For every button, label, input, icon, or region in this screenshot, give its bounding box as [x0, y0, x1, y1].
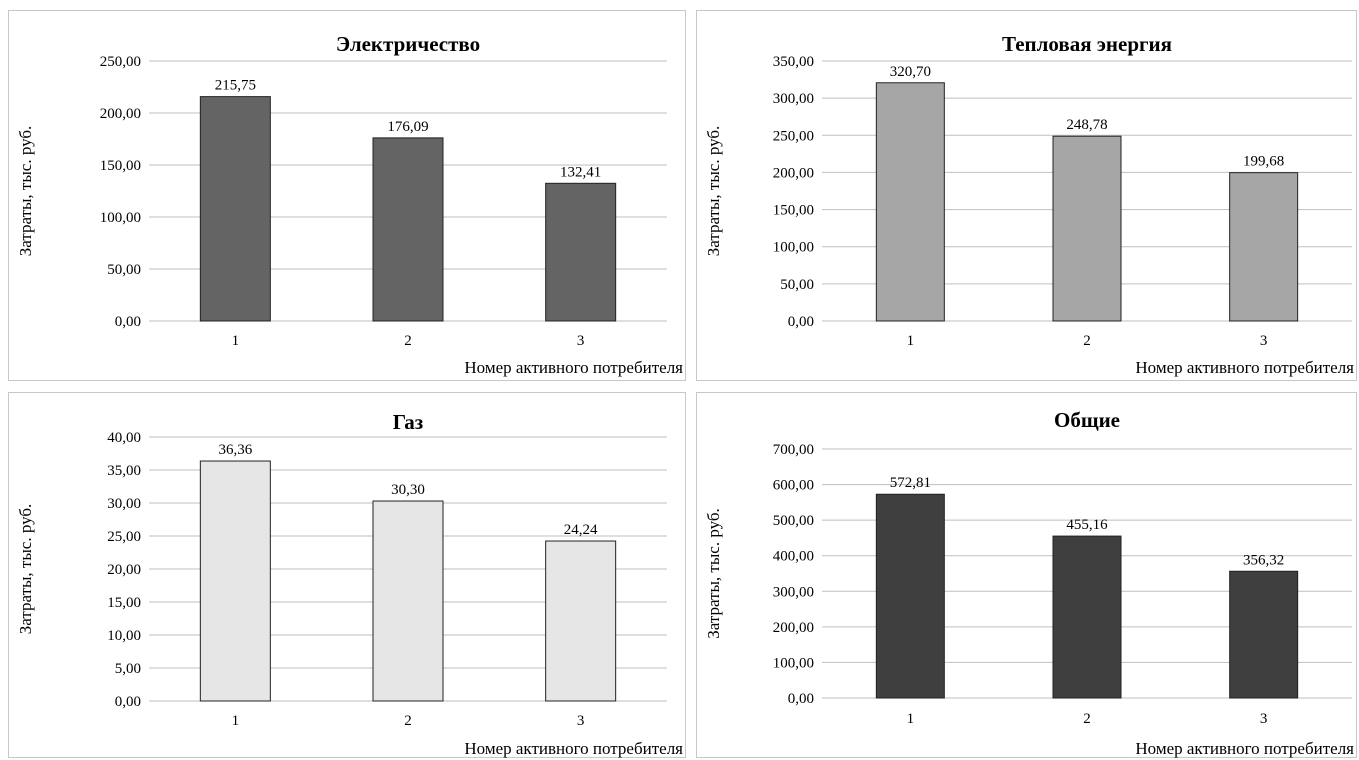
- x-axis-label: Номер активного потребителя: [1135, 358, 1354, 377]
- y-tick-label: 200,00: [100, 106, 141, 122]
- x-tick-label: 3: [1260, 333, 1268, 349]
- y-tick-label: 100,00: [773, 240, 814, 256]
- y-tick-label: 200,00: [773, 620, 814, 636]
- x-tick-label: 1: [232, 333, 240, 349]
- x-tick-label: 1: [907, 711, 915, 727]
- x-axis-label: Номер активного потребителя: [1135, 739, 1354, 758]
- chart-electricity: 0,00 50,00 100,00 150,00 200,00 250,00 215,75 1…: [16, 32, 683, 377]
- y-tick-label: 30,00: [107, 496, 141, 512]
- y-tick-label: 35,00: [107, 463, 141, 479]
- y-axis-label: Затраты, тыс. руб.: [704, 508, 723, 639]
- y-tick-label: 400,00: [773, 549, 814, 565]
- bar-2: [1052, 535, 1122, 699]
- data-label: 248,78: [1066, 117, 1107, 133]
- y-tick-label: 150,00: [773, 203, 814, 219]
- chart-title: Газ: [393, 410, 423, 434]
- y-tick-label: 50,00: [780, 277, 814, 293]
- y-tick-label: 0,00: [788, 314, 814, 330]
- y-tick-label: 100,00: [100, 210, 141, 226]
- y-tick-label: 10,00: [107, 628, 141, 644]
- x-tick-label: 1: [907, 333, 915, 349]
- x-tick-label: 3: [1260, 711, 1268, 727]
- bar-2: [372, 500, 444, 702]
- y-tick-label: 20,00: [107, 562, 141, 578]
- bar-3: [545, 182, 617, 322]
- chart-panel-total: 0,00 100,00 200,00 300,00 400,00 500,00 600,00…: [696, 392, 1357, 758]
- y-tick-label: 0,00: [115, 694, 141, 710]
- chart-gas: 0,00 5,00 10,00 15,00 20,00 25,00 30,00 35,00 40…: [16, 410, 683, 758]
- y-tick-label: 50,00: [107, 262, 141, 278]
- y-tick-label: 5,00: [115, 661, 141, 677]
- chart-title: Тепловая энергия: [1002, 32, 1172, 56]
- y-tick-label: 200,00: [773, 165, 814, 181]
- data-label: 24,24: [564, 522, 598, 538]
- x-tick-label: 3: [577, 713, 585, 729]
- x-tick-label: 3: [577, 333, 585, 349]
- y-tick-label: 700,00: [773, 442, 814, 458]
- y-tick-label: 250,00: [773, 128, 814, 144]
- data-label: 36,36: [218, 442, 252, 458]
- x-tick-label: 2: [404, 333, 412, 349]
- y-axis-label: Затраты, тыс. руб.: [704, 126, 723, 257]
- x-tick-label: 1: [232, 713, 240, 729]
- data-label: 356,32: [1243, 552, 1284, 568]
- bar-3: [1229, 570, 1299, 699]
- data-label: 215,75: [215, 78, 256, 94]
- x-tick-label: 2: [404, 713, 412, 729]
- bar-1: [199, 96, 271, 322]
- chart-total: 0,00 100,00 200,00 300,00 400,00 500,00 600,00…: [704, 408, 1354, 758]
- y-tick-label: 100,00: [773, 655, 814, 671]
- bar-1: [875, 82, 945, 322]
- data-label: 320,70: [890, 64, 931, 80]
- x-tick-label: 2: [1083, 711, 1091, 727]
- data-label: 30,30: [391, 482, 425, 498]
- y-axis-label: Затраты, тыс. руб.: [16, 126, 35, 257]
- bar-1: [199, 460, 271, 702]
- y-axis-label: Затраты, тыс. руб.: [16, 504, 35, 635]
- y-tick-label: 300,00: [773, 91, 814, 107]
- y-tick-label: 40,00: [107, 430, 141, 446]
- x-axis-label: Номер активного потребителя: [464, 739, 683, 758]
- chart-heat: 0,00 50,00 100,00 150,00 200,00 250,00 300,00 3…: [704, 32, 1354, 377]
- bar-1: [875, 493, 945, 699]
- data-label: 132,41: [560, 164, 601, 180]
- chart-title: Электричество: [336, 32, 480, 56]
- chart-panel-electricity: 0,00 50,00 100,00 150,00 200,00 250,00 215,75 1…: [8, 10, 686, 381]
- y-tick-label: 600,00: [773, 478, 814, 494]
- y-tick-label: 250,00: [100, 54, 141, 70]
- bar-2: [372, 137, 444, 322]
- y-tick-label: 0,00: [788, 691, 814, 707]
- y-tick-label: 500,00: [773, 513, 814, 529]
- x-tick-label: 2: [1083, 333, 1091, 349]
- x-axis-label: Номер активного потребителя: [464, 358, 683, 377]
- bar-3: [1229, 172, 1299, 322]
- y-tick-label: 300,00: [773, 584, 814, 600]
- data-label: 176,09: [387, 119, 428, 135]
- data-label: 199,68: [1243, 154, 1284, 170]
- data-label: 455,16: [1066, 517, 1108, 533]
- y-tick-label: 25,00: [107, 529, 141, 545]
- bar-3: [545, 540, 617, 702]
- y-tick-label: 150,00: [100, 158, 141, 174]
- chart-title: Общие: [1054, 408, 1120, 432]
- data-label: 572,81: [890, 475, 931, 491]
- y-tick-label: 0,00: [115, 314, 141, 330]
- y-tick-label: 15,00: [107, 595, 141, 611]
- chart-panel-heat: 0,00 50,00 100,00 150,00 200,00 250,00 300,00 3…: [696, 10, 1357, 381]
- y-tick-label: 350,00: [773, 54, 814, 70]
- chart-panel-gas: 0,00 5,00 10,00 15,00 20,00 25,00 30,00 35,00 40…: [8, 392, 686, 758]
- bar-2: [1052, 135, 1122, 322]
